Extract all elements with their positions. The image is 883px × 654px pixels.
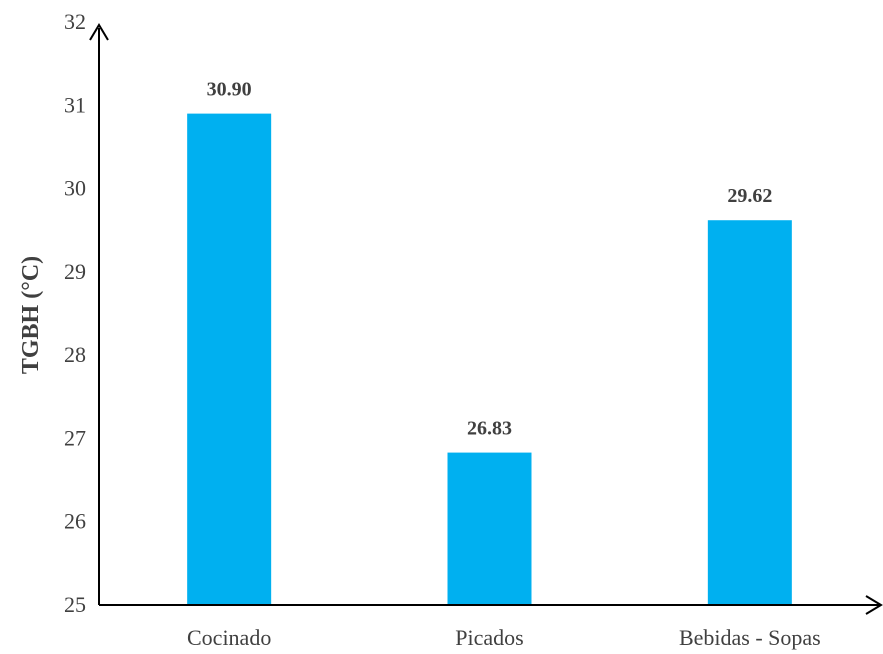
y-tick-label: 32 xyxy=(64,9,86,34)
bar-bebidas-sopas xyxy=(707,220,792,605)
y-tick-label: 26 xyxy=(64,509,86,534)
y-tick-label: 27 xyxy=(64,425,86,450)
y-tick-label: 28 xyxy=(64,342,86,367)
x-category-label: Bebidas - Sopas xyxy=(679,625,821,650)
x-category-label: Picados xyxy=(455,625,523,650)
data-label: 29.62 xyxy=(727,185,772,207)
labels-layer: 25 26 27 28 29 30 31 32 30.90 Cocinado 26.83 Picado… xyxy=(64,9,821,650)
y-axis-title: TGBH (°C) xyxy=(18,256,44,374)
bar-picados xyxy=(447,452,532,605)
bar-cocinado xyxy=(187,113,272,605)
data-label: 26.83 xyxy=(467,418,512,440)
y-axis-arrow-icon xyxy=(89,23,109,41)
y-tick-label: 31 xyxy=(64,92,86,117)
axes-layer xyxy=(89,23,883,615)
x-axis-arrow-icon xyxy=(865,595,883,615)
bars-layer xyxy=(187,113,792,605)
y-tick-label: 25 xyxy=(64,592,86,617)
y-tick-label: 29 xyxy=(64,259,86,284)
data-label: 30.90 xyxy=(207,79,252,101)
x-category-label: Cocinado xyxy=(187,625,271,650)
y-tick-label: 30 xyxy=(64,176,86,201)
